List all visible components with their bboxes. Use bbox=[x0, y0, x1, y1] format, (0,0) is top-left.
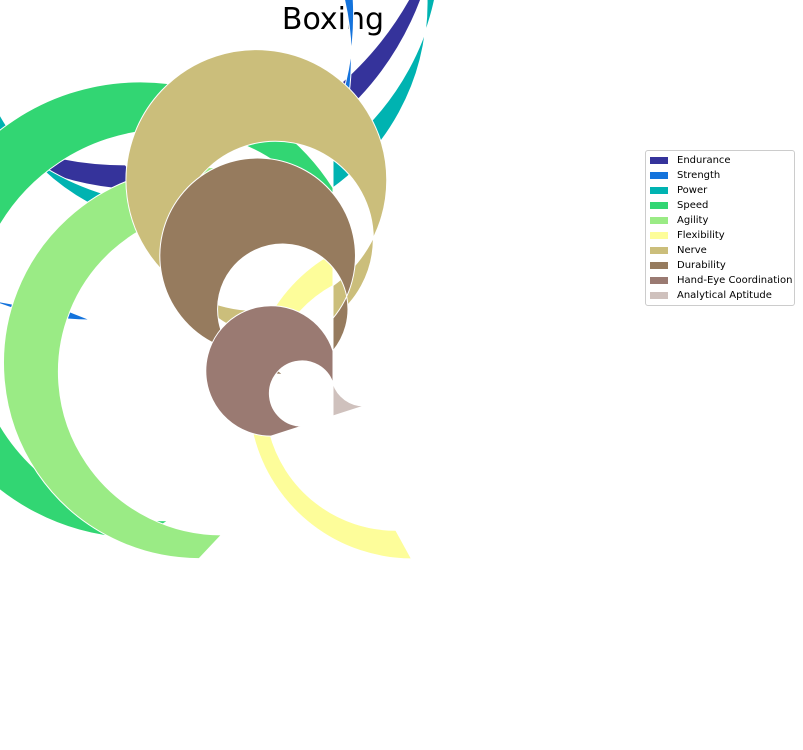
legend-label: Speed bbox=[677, 200, 709, 211]
bar-analytical-aptitude bbox=[332, 383, 365, 417]
legend-label: Analytical Aptitude bbox=[677, 290, 772, 301]
legend-swatch bbox=[650, 217, 668, 224]
legend-swatch bbox=[650, 202, 668, 209]
legend-label: Durability bbox=[677, 260, 726, 271]
legend-swatch bbox=[650, 262, 668, 269]
bar-hand-eye-coordination bbox=[205, 305, 334, 437]
legend-item: Flexibility bbox=[646, 228, 794, 243]
legend-swatch bbox=[650, 187, 668, 194]
bar-flexibility bbox=[248, 252, 413, 560]
legend: Endurance Strength Power Speed Agility Flexib… bbox=[645, 150, 795, 306]
legend-item: Endurance bbox=[646, 153, 794, 168]
legend-item: Power bbox=[646, 183, 794, 198]
legend-label: Hand-Eye Coordination bbox=[677, 275, 793, 286]
legend-swatch bbox=[650, 232, 668, 239]
legend-item: Durability bbox=[646, 258, 794, 273]
bar-nerve bbox=[125, 49, 388, 338]
legend-label: Strength bbox=[677, 170, 721, 181]
legend-item: Hand-Eye Coordination bbox=[646, 273, 794, 288]
radial-bar-chart bbox=[0, 0, 435, 560]
legend-swatch bbox=[650, 247, 668, 254]
legend-label: Agility bbox=[677, 215, 709, 226]
legend-item: Strength bbox=[646, 168, 794, 183]
legend-item: Speed bbox=[646, 198, 794, 213]
legend-swatch bbox=[650, 157, 668, 164]
legend-label: Nerve bbox=[677, 245, 707, 256]
legend-label: Power bbox=[677, 185, 708, 196]
chart-title: Boxing bbox=[281, 2, 385, 37]
legend-label: Flexibility bbox=[677, 230, 725, 241]
legend-item: Nerve bbox=[646, 243, 794, 258]
legend-label: Endurance bbox=[677, 155, 731, 166]
legend-item: Agility bbox=[646, 213, 794, 228]
legend-item: Analytical Aptitude bbox=[646, 288, 794, 303]
legend-swatch bbox=[650, 292, 668, 299]
legend-swatch bbox=[650, 277, 668, 284]
legend-swatch bbox=[650, 172, 668, 179]
